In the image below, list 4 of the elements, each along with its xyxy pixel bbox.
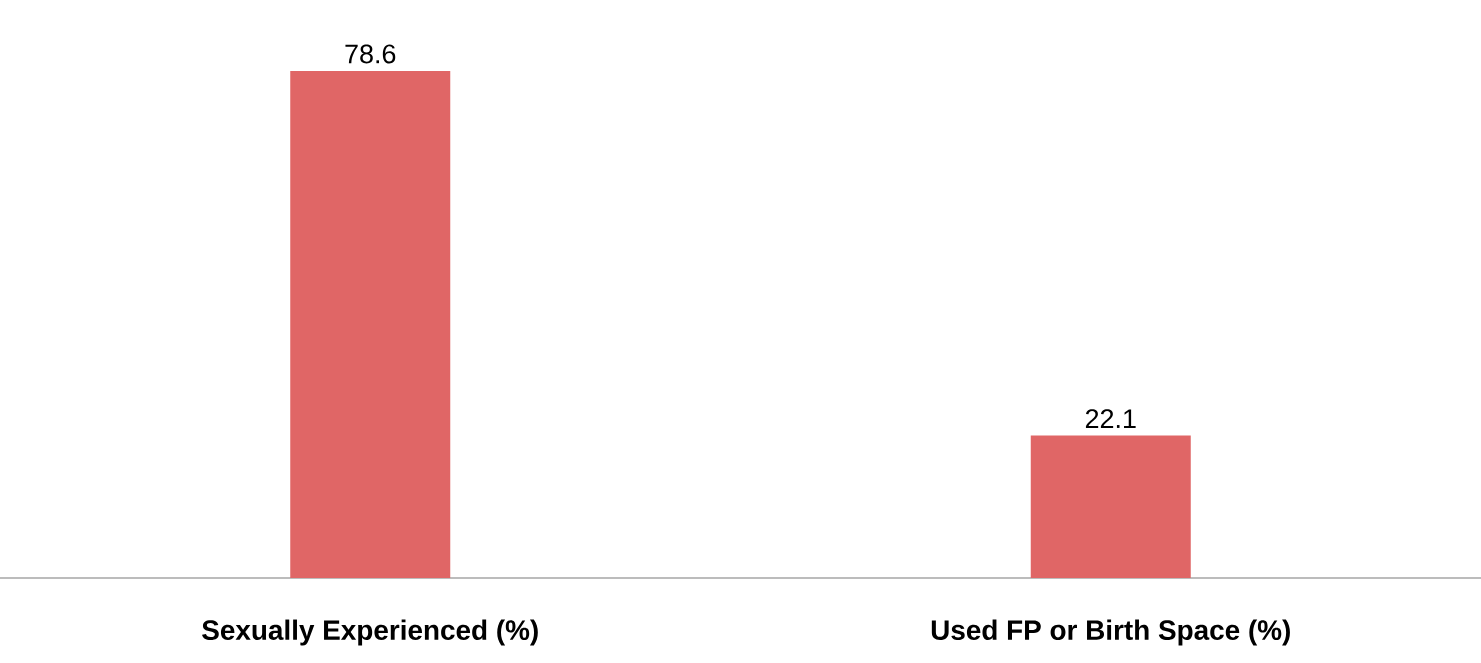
data-label: 78.6 xyxy=(345,44,396,64)
data-label: 22.1 xyxy=(1085,409,1136,428)
x-tick-label: Sexually Experienced (%) xyxy=(202,619,538,646)
x-tick-label: Used FP or Birth Space (%) xyxy=(931,619,1290,646)
